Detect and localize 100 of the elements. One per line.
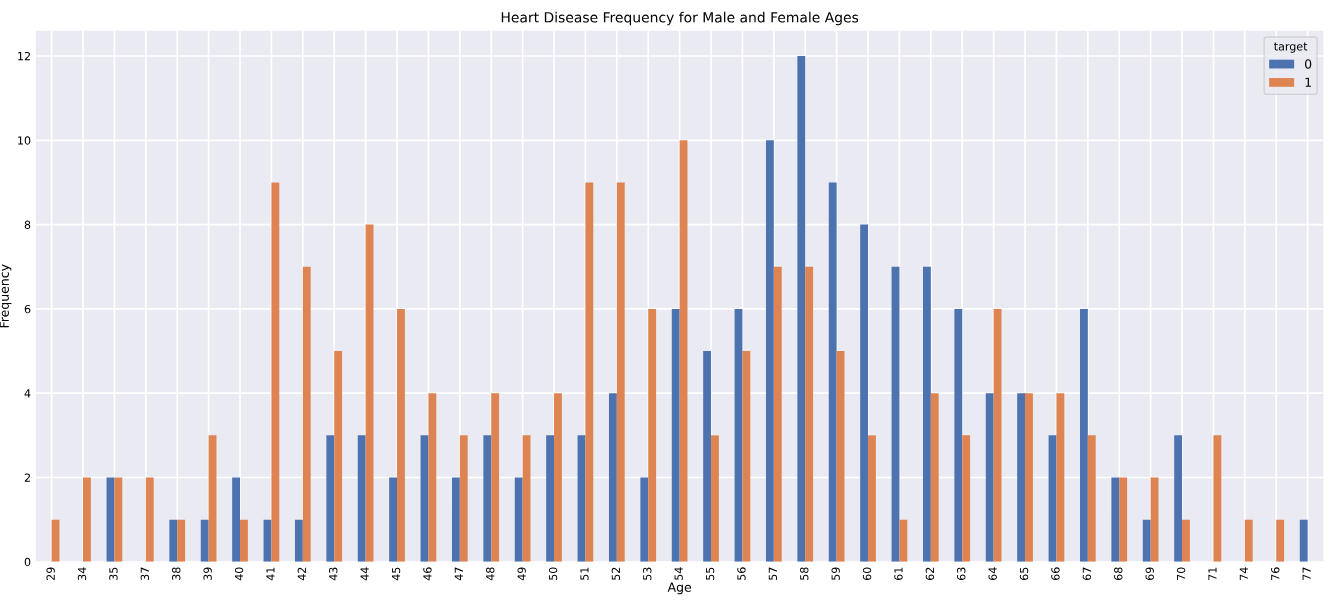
x-tick-label: 54: [674, 567, 683, 580]
x-tick-label: 35: [109, 567, 118, 580]
bar: [797, 55, 806, 562]
x-tick-label: 71: [1208, 567, 1217, 580]
x-tick-label: 66: [1051, 567, 1060, 581]
x-tick-label: 41: [266, 567, 275, 581]
bar: [1017, 393, 1026, 562]
y-tick-label: 2: [24, 473, 30, 482]
bar: [1182, 519, 1190, 562]
x-tick-label: 34: [77, 567, 87, 580]
bar: [773, 266, 782, 562]
bar: [554, 393, 562, 562]
x-tick-label: 42: [297, 567, 306, 581]
x-tick-label: 56: [737, 567, 746, 580]
x-tick-label: 39: [203, 567, 212, 580]
bar: [1276, 519, 1285, 562]
bar: [397, 308, 405, 562]
x-tick-label: 50: [548, 567, 558, 580]
x-tick-label: 40: [234, 567, 244, 581]
y-tick-label: 4: [24, 389, 31, 398]
x-tick-label: 55: [706, 567, 715, 580]
y-axis-title: Frequency: [0, 264, 12, 328]
bar: [334, 351, 343, 562]
bar: [805, 266, 814, 562]
bar: [703, 351, 712, 562]
bar: [648, 308, 657, 562]
x-tick-label: 59: [831, 567, 840, 580]
x-tick-label: 37: [140, 567, 150, 580]
bar: [326, 435, 335, 562]
bar: [922, 266, 931, 562]
bar: [451, 477, 460, 562]
x-tick-label: 60: [862, 567, 872, 581]
x-tick-label: 49: [517, 567, 526, 581]
x-tick-label: 65: [1019, 567, 1029, 581]
x-tick-label: 67: [1082, 567, 1092, 581]
y-tick-label: 8: [24, 220, 31, 229]
chart-title: Heart Disease Frequency for Male and Female Ages: [501, 11, 859, 26]
bar: [177, 519, 186, 562]
bar: [1111, 477, 1120, 562]
y-tick-label: 10: [18, 136, 31, 145]
bar: [114, 477, 123, 562]
bar: [954, 308, 963, 562]
bar: [930, 393, 939, 562]
x-tick-label: 77: [1302, 567, 1311, 580]
bar: [828, 182, 837, 562]
bar: [742, 351, 751, 562]
y-tick-label: 0: [24, 557, 31, 567]
x-tick-label: 53: [643, 567, 652, 580]
x-tick-label: 76: [1271, 567, 1280, 580]
bar: [1213, 435, 1222, 562]
bar: [1025, 393, 1033, 562]
bar: [585, 182, 594, 562]
bar: [302, 266, 311, 562]
x-tick-label: 52: [611, 567, 621, 580]
bar: [1174, 435, 1183, 562]
bar: [200, 519, 209, 562]
bar: [83, 477, 91, 562]
bar: [483, 435, 492, 562]
bar: [389, 477, 398, 562]
bar: [1142, 519, 1151, 562]
bar: [671, 308, 680, 562]
bar: [491, 393, 500, 562]
bar: [294, 519, 303, 562]
x-tick-label: 44: [360, 567, 369, 581]
bar: [711, 435, 719, 562]
x-tick-label: 43: [329, 567, 338, 581]
y-tick-label: 12: [18, 51, 30, 61]
bar: [1087, 435, 1096, 562]
bar: [1244, 519, 1253, 562]
x-tick-label: 69: [1145, 567, 1154, 581]
x-tick-label: 57: [768, 567, 778, 580]
bar: [145, 477, 154, 562]
x-tick-label: 70: [1176, 567, 1186, 580]
bar: [616, 182, 625, 562]
x-tick-label: 62: [925, 567, 935, 581]
bar: [271, 182, 280, 562]
x-tick-label: 29: [46, 567, 55, 580]
x-tick-label: 47: [454, 567, 463, 581]
bar: [1056, 393, 1065, 562]
legend-label: 0: [1304, 59, 1312, 69]
x-tick-label: 64: [988, 567, 997, 581]
x-tick-label: 38: [172, 567, 181, 580]
bar: [1079, 308, 1088, 562]
x-tick-label: 68: [1114, 567, 1123, 581]
bar: [868, 435, 876, 562]
bar: [985, 393, 994, 562]
y-tick-label: 6: [24, 304, 31, 314]
bar: [459, 435, 468, 562]
bar: [765, 140, 774, 562]
x-tick-label: 61: [894, 567, 903, 581]
x-tick-label: 46: [423, 567, 432, 581]
bar: [1119, 477, 1128, 562]
x-tick-label: 45: [391, 567, 401, 581]
bar: [169, 519, 178, 562]
x-tick-label: 48: [486, 567, 495, 581]
bar: [860, 224, 869, 562]
bar: [428, 393, 437, 562]
bar: [899, 519, 908, 562]
x-tick-label: 51: [580, 567, 589, 580]
x-tick-label: 58: [800, 567, 809, 580]
